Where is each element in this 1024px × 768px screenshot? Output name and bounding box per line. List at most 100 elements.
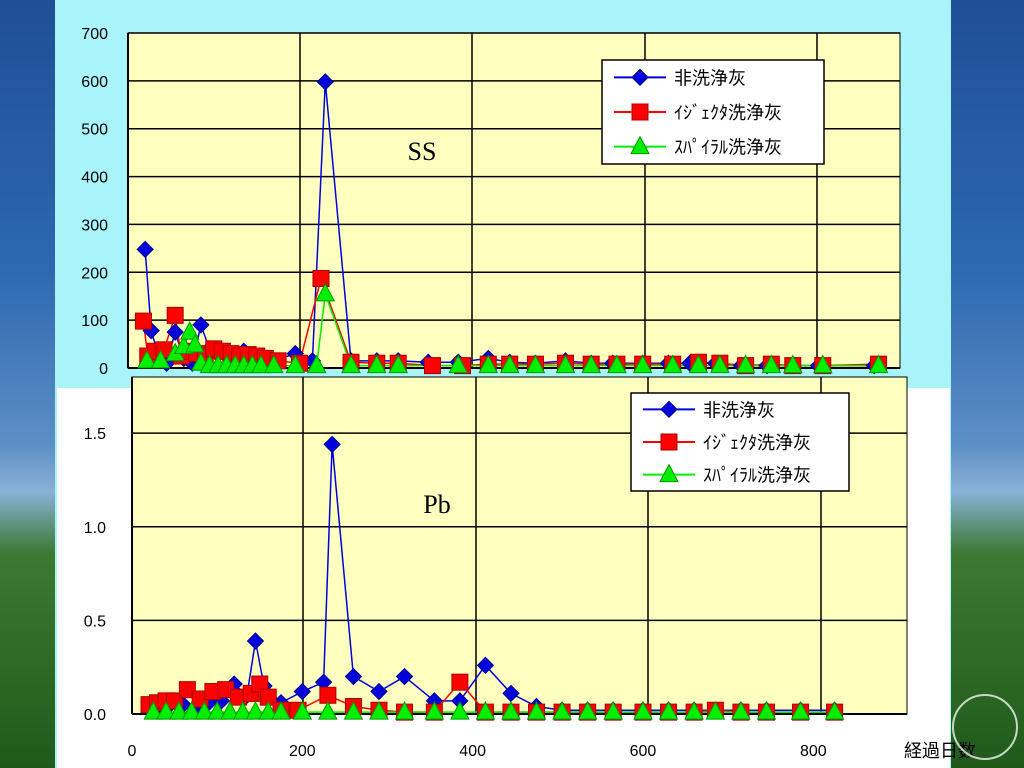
data-point: [790, 701, 811, 720]
data-point: [344, 667, 363, 686]
data-point: [710, 354, 730, 374]
data-point: [632, 354, 653, 374]
data-point: [782, 354, 803, 374]
data-point: [603, 701, 624, 720]
legend-entry: ｲｼﾞｪｸﾀ洗浄灰: [703, 433, 811, 453]
legend-entry: 非洗浄灰: [674, 68, 746, 88]
data-point: [341, 354, 361, 374]
y-tick-label: 1.5: [84, 426, 106, 443]
data-point: [134, 312, 152, 330]
data-point: [318, 701, 338, 720]
data-point: [607, 354, 627, 374]
data-point: [143, 701, 164, 720]
data-point: [285, 354, 306, 374]
data-point: [552, 701, 572, 720]
data-point: [499, 354, 520, 374]
data-point: [581, 354, 602, 374]
data-point: [232, 701, 253, 720]
data-point: [251, 354, 271, 374]
data-point: [394, 701, 415, 720]
data-point: [868, 354, 889, 374]
data-point: [293, 682, 312, 701]
data-point: [312, 270, 330, 288]
data-point: [366, 354, 387, 374]
data-point: [194, 701, 215, 720]
data-point: [824, 701, 845, 720]
corner-logo: [952, 694, 1018, 760]
data-point: [316, 73, 334, 91]
legend-entry: 非洗浄灰: [703, 400, 775, 420]
y-tick-label: 500: [81, 122, 108, 139]
data-point: [246, 632, 265, 650]
data-point: [179, 321, 200, 340]
chart-title: Pb: [423, 490, 450, 519]
x-tick-label: 600: [630, 743, 657, 760]
y-tick-label: 1.0: [84, 520, 106, 537]
data-point: [245, 701, 266, 720]
data-point: [166, 323, 184, 341]
y-tick-label: 0.0: [84, 707, 106, 724]
data-point: [577, 701, 598, 720]
data-point: [166, 306, 184, 324]
data-point: [658, 701, 679, 720]
y-tick-label: 700: [81, 26, 108, 43]
data-point: [424, 701, 445, 720]
data-point: [271, 701, 291, 720]
data-point: [476, 656, 495, 675]
data-point: [388, 354, 409, 374]
x-tick-label: 400: [459, 743, 486, 760]
legend-marker: [631, 68, 649, 87]
data-point: [178, 681, 196, 699]
data-point: [185, 333, 205, 353]
legend-entry: ｽﾊﾟｲﾗﾙ洗浄灰: [703, 466, 811, 486]
data-point: [315, 282, 336, 302]
data-point: [220, 701, 240, 720]
data-point: [451, 673, 469, 691]
legend-marker: [660, 433, 678, 451]
data-point: [688, 354, 709, 374]
data-point: [369, 701, 389, 720]
data-point: [705, 701, 726, 720]
legend-marker: [630, 135, 650, 155]
data-point: [343, 701, 364, 720]
data-point: [292, 701, 313, 720]
legend-entry: ｽﾊﾟｲﾗﾙ洗浄灰: [674, 138, 782, 158]
data-point: [306, 354, 327, 374]
data-point: [258, 701, 279, 720]
data-point: [424, 357, 442, 375]
data-point: [662, 354, 683, 374]
data-point: [323, 435, 341, 454]
x-tick-label: 200: [289, 743, 316, 760]
data-point: [263, 354, 284, 374]
y-tick-label: 300: [81, 217, 108, 234]
data-point: [150, 349, 171, 369]
legend-entry: ｲｼﾞｪｸﾀ洗浄灰: [674, 103, 782, 123]
data-point: [395, 667, 414, 686]
data-point: [555, 354, 576, 374]
y-tick-label: 400: [81, 170, 108, 187]
data-point: [735, 354, 756, 374]
data-point: [812, 354, 833, 374]
data-point: [525, 354, 546, 374]
data-point: [137, 349, 157, 369]
data-point: [526, 701, 547, 720]
data-point: [450, 701, 470, 720]
data-point: [156, 701, 176, 720]
legend-marker: [631, 103, 649, 121]
data-point: [731, 701, 751, 720]
legend-marker: [660, 400, 678, 419]
data-point: [448, 354, 469, 374]
chart-title: SS: [408, 137, 437, 166]
y-tick-label: 200: [81, 265, 108, 282]
data-point: [169, 701, 189, 720]
data-point: [475, 701, 496, 720]
x-tick-label: 0: [128, 743, 137, 760]
data-point: [370, 682, 388, 701]
data-point: [756, 701, 777, 720]
y-tick-label: 0: [99, 361, 108, 378]
data-point: [478, 354, 499, 374]
data-point: [761, 354, 782, 374]
data-point: [684, 701, 704, 720]
y-tick-label: 100: [81, 313, 108, 330]
